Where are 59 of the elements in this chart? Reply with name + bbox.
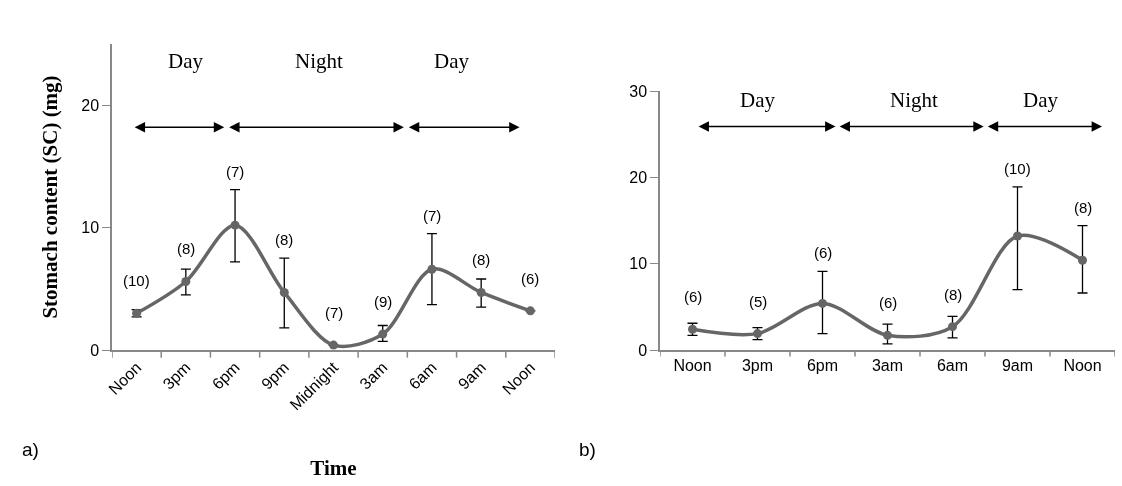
annotation: Day	[168, 49, 204, 73]
x-tick-label: Noon	[673, 356, 712, 374]
annotation: (8)	[472, 251, 491, 268]
annotation: Day	[1023, 88, 1059, 112]
x-tick-label: Noon	[1063, 356, 1102, 374]
x-tick-label: 6pm	[806, 356, 839, 374]
annotation: (6)	[684, 288, 703, 305]
annotation: (8)	[1074, 199, 1093, 216]
y-tick-label: 30	[629, 82, 648, 100]
point	[230, 220, 240, 230]
x-tick-label: 9am	[454, 358, 489, 393]
x-tick-label: 6am	[936, 356, 969, 374]
annotation: (9)	[374, 293, 393, 310]
y-axis-title: Stomach content (SC) (mg)	[37, 75, 62, 319]
y-tick-label: 20	[81, 96, 100, 114]
text: b)	[579, 439, 596, 460]
point	[378, 329, 388, 339]
annotation: (6)	[814, 244, 833, 261]
point	[1013, 231, 1022, 241]
point	[427, 264, 437, 274]
point	[476, 287, 486, 297]
y-tick-label: 20	[629, 168, 648, 186]
point	[818, 298, 827, 308]
text: a)	[22, 439, 39, 460]
point	[948, 322, 957, 332]
x-tick-label: 9am	[1001, 356, 1034, 374]
y-tick-label: 0	[90, 341, 100, 359]
annotation: (7)	[226, 163, 245, 180]
x-tick-label: 3pm	[741, 356, 774, 374]
x-tick-label: 3am	[871, 356, 904, 374]
x-tick-label: 9pm	[258, 358, 293, 393]
annotation: (7)	[423, 207, 442, 224]
y-tick-label: 10	[629, 255, 648, 273]
point	[883, 330, 892, 340]
annotation: (6)	[879, 294, 898, 311]
annotation: Day	[740, 88, 776, 112]
y-tick-label: 10	[81, 219, 100, 237]
annotation: (8)	[177, 240, 196, 257]
y-tick-label: 0	[638, 341, 648, 359]
annotation: (10)	[1004, 160, 1031, 177]
annotation: (6)	[521, 270, 540, 287]
x-tick-label: 3am	[356, 358, 391, 393]
point	[329, 340, 338, 350]
annotation: (7)	[325, 304, 344, 321]
point	[525, 306, 535, 316]
point	[181, 276, 191, 286]
point	[279, 287, 289, 297]
point	[1078, 255, 1087, 265]
annotation: (8)	[275, 231, 294, 248]
x-tick-label: 3pm	[159, 358, 194, 393]
x-axis-title: Time	[310, 456, 357, 481]
annotation: (8)	[944, 286, 963, 303]
annotation: (5)	[749, 293, 768, 310]
annotation: Day	[434, 49, 470, 73]
x-tick-label: 6pm	[208, 358, 243, 393]
annotation: Night	[890, 88, 938, 112]
annotation: Night	[295, 49, 343, 73]
x-tick-label: 6am	[405, 358, 440, 393]
annotation: (10)	[123, 272, 150, 289]
